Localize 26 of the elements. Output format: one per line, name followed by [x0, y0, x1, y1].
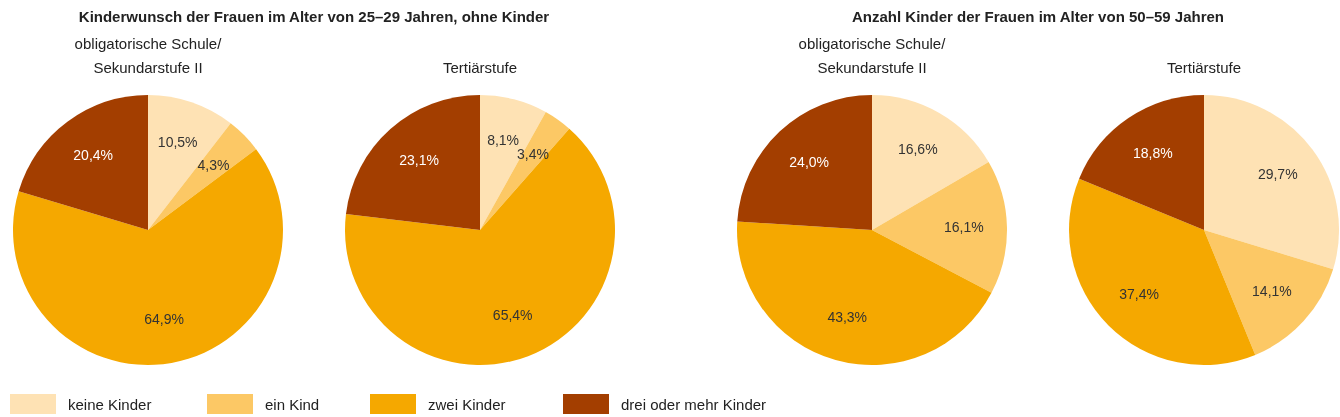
data-label: 16,1%	[943, 218, 984, 235]
data-label: 20,4%	[73, 147, 114, 164]
data-label: 8,1%	[487, 132, 520, 149]
data-label: 64,9%	[144, 311, 184, 328]
text: Anzahl Kinder der Frauen im Alter von 50–59 Jahren	[850, 8, 1226, 25]
legend-label: drei oder mehr Kinder	[621, 395, 767, 413]
chart-subtitle: obligatorische Schule/ Sekundarstufe II	[74, 34, 222, 78]
data-label: 14,1%	[1252, 282, 1292, 299]
legend-label: ein Kind	[265, 395, 320, 413]
data-label: 29,7%	[1257, 166, 1298, 183]
data-label: 10,5%	[157, 134, 198, 150]
data-label: 23,1%	[399, 152, 439, 169]
data-label: 43,3%	[827, 309, 868, 326]
data-label: 18,8%	[1133, 144, 1173, 161]
data-label: 16,6%	[897, 141, 938, 158]
chart-subtitle: Tertiärstufe	[1166, 58, 1242, 78]
data-label: 24,0%	[789, 153, 830, 170]
chart-subtitle: Tertiärstufe	[442, 58, 518, 78]
data-label: 3,4%	[517, 145, 549, 162]
chart-subtitle: obligatorische Schule/ Sekundarstufe II	[798, 34, 946, 78]
chart-title: Kinderwunsch der Frauen im Alter von 25–29 Jahren, ohne Kinder	[77, 8, 551, 25]
data-label: 4,3%	[197, 156, 230, 173]
legend-label: zwei Kinder	[428, 395, 506, 413]
data-label: 37,4%	[1119, 285, 1159, 302]
legend-label: keine Kinder	[68, 395, 152, 413]
data-label: 65,4%	[492, 306, 533, 323]
